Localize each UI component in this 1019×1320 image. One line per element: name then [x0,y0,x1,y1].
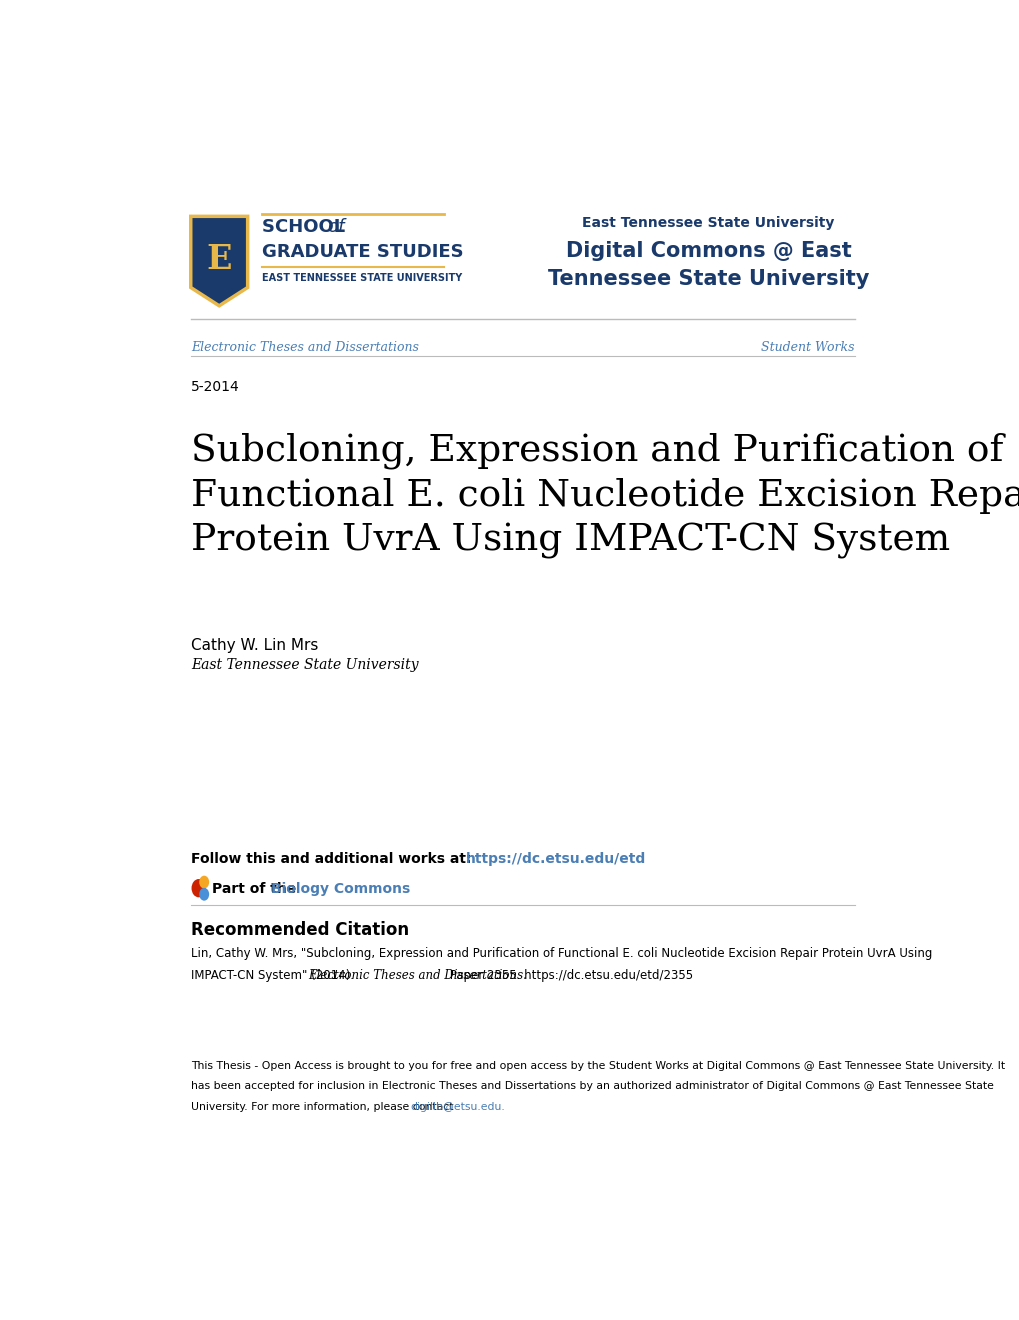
Text: SCHOOL: SCHOOL [262,218,351,236]
Text: 5-2014: 5-2014 [191,380,239,393]
Text: East Tennessee State University: East Tennessee State University [582,216,834,230]
Text: EAST TENNESSEE STATE UNIVERSITY: EAST TENNESSEE STATE UNIVERSITY [262,273,462,284]
Text: Digital Commons @ East: Digital Commons @ East [566,240,851,261]
Text: Cathy W. Lin Mrs: Cathy W. Lin Mrs [191,638,318,653]
Text: Student Works: Student Works [760,342,854,354]
Circle shape [199,888,209,900]
Polygon shape [191,216,248,306]
Text: Subcloning, Expression and Purification of
Functional E. coli Nucleotide Excisio: Subcloning, Expression and Purification … [191,433,1019,558]
Text: University. For more information, please contact: University. For more information, please… [191,1102,457,1111]
Text: Biology Commons: Biology Commons [271,882,411,896]
Text: has been accepted for inclusion in Electronic Theses and Dissertations by an aut: has been accepted for inclusion in Elect… [191,1081,993,1092]
Text: Tennessee State University: Tennessee State University [547,269,868,289]
Text: of: of [326,218,343,236]
Text: GRADUATE STUDIES: GRADUATE STUDIES [262,243,463,261]
Text: Follow this and additional works at:: Follow this and additional works at: [191,851,476,866]
Text: Lin, Cathy W. Mrs, "Subcloning, Expression and Purification of Functional E. col: Lin, Cathy W. Mrs, "Subcloning, Expressi… [191,948,931,960]
Circle shape [192,879,206,898]
Circle shape [199,875,209,888]
Text: Part of the: Part of the [212,882,301,896]
Text: This Thesis - Open Access is brought to you for free and open access by the Stud: This Thesis - Open Access is brought to … [191,1061,1004,1071]
Text: https://dc.etsu.edu/etd: https://dc.etsu.edu/etd [466,851,645,866]
Text: East Tennessee State University: East Tennessee State University [191,659,418,672]
Text: digilib@etsu.edu.: digilib@etsu.edu. [410,1102,504,1111]
Text: E: E [206,243,231,276]
Text: Electronic Theses and Dissertations: Electronic Theses and Dissertations [191,342,418,354]
Text: Recommended Citation: Recommended Citation [191,921,409,939]
Text: Electronic Theses and Dissertations.: Electronic Theses and Dissertations. [308,969,526,982]
Text: Paper 2355. https://dc.etsu.edu/etd/2355: Paper 2355. https://dc.etsu.edu/etd/2355 [445,969,693,982]
Text: IMPACT-CN System" (2014).: IMPACT-CN System" (2014). [191,969,357,982]
